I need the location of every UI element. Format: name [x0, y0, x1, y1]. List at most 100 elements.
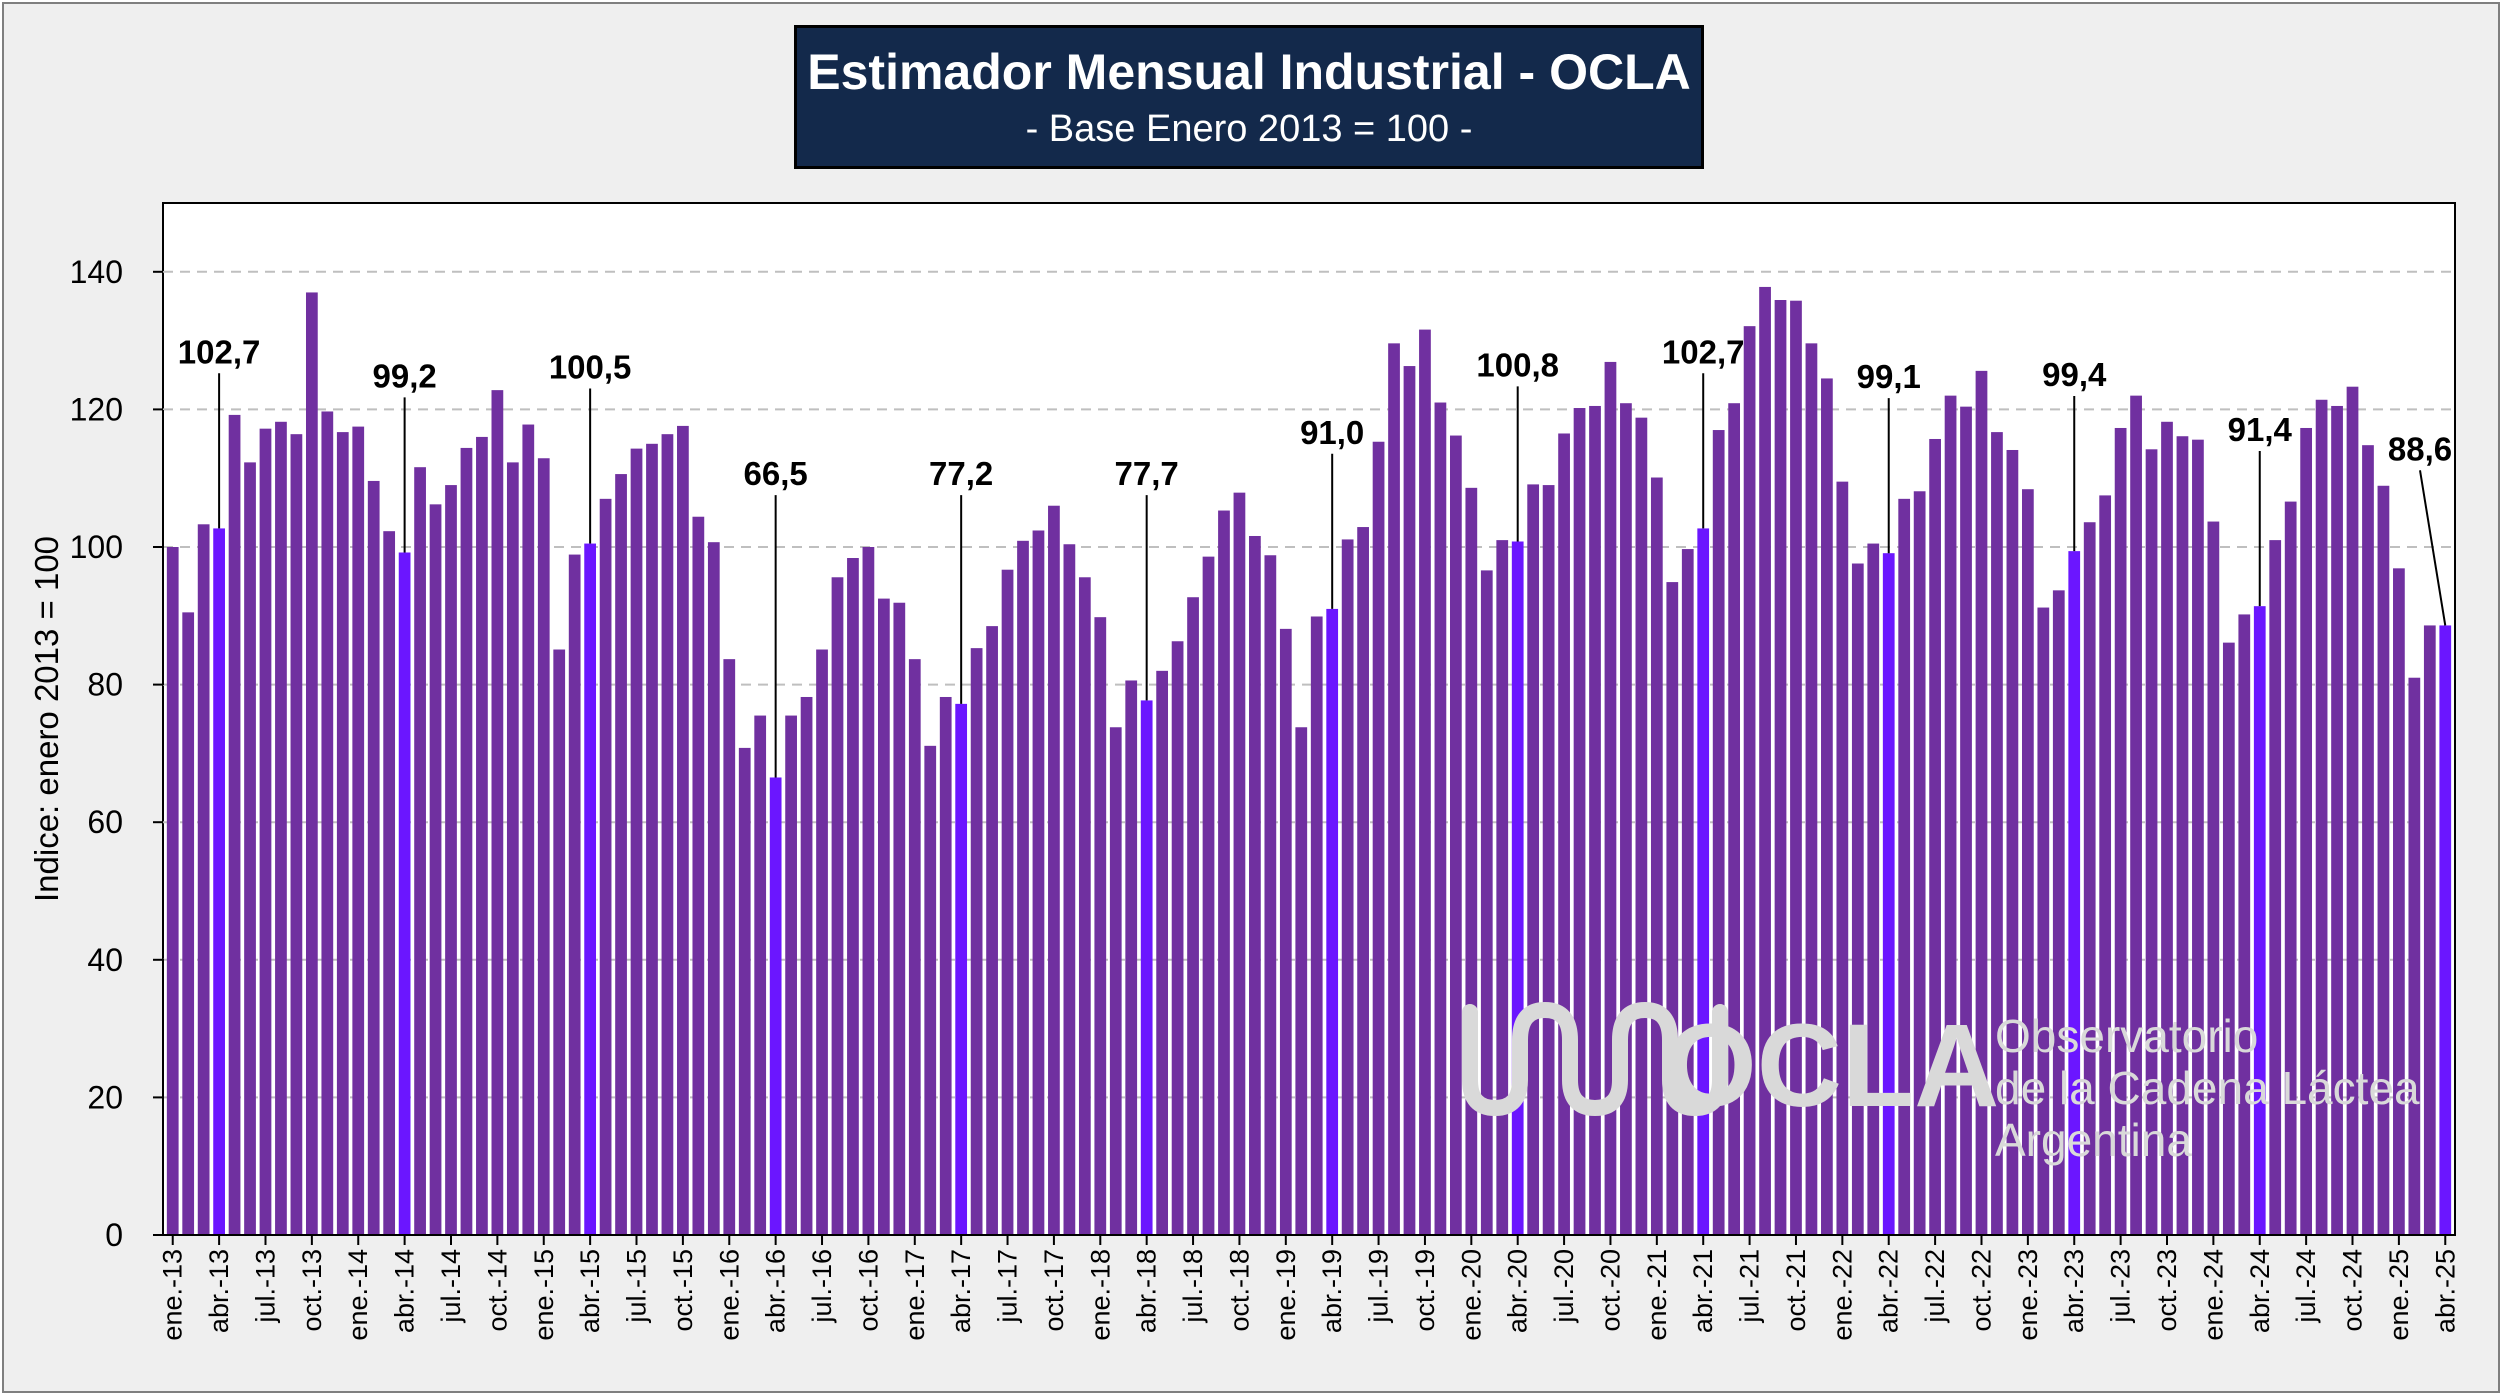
bar-may-16	[785, 715, 797, 1235]
bar-jul-14	[445, 485, 457, 1236]
x-tick-label: jul.-13	[250, 1249, 280, 1324]
bar-may-18	[1156, 670, 1169, 1235]
data-label: 91,4	[2228, 411, 2293, 448]
bar-abr-13	[213, 528, 225, 1235]
y-tick-label: 20	[87, 1079, 123, 1115]
bar-mar-16	[754, 715, 767, 1235]
data-labels: 102,7 99,2 100,5 66,5 77,2 77,7 91,0 100,8 102,7…	[178, 333, 2452, 778]
bar-mar-21	[1681, 549, 1694, 1235]
bar-mar-17	[939, 696, 952, 1235]
bar-feb-23	[2037, 607, 2050, 1235]
bar-feb-25	[2408, 677, 2421, 1235]
bar-may-14	[414, 467, 426, 1235]
y-tick-label: 80	[87, 667, 123, 703]
bar-ago-22	[1944, 395, 1957, 1235]
bar-may-15	[599, 498, 612, 1236]
bar-ago-19	[1388, 343, 1400, 1235]
bar-sep-18	[1218, 510, 1230, 1235]
x-tick-label: oct.-24	[2338, 1249, 2368, 1332]
x-tick-label: abr.-15	[575, 1249, 605, 1333]
bar-jul-24	[2300, 427, 2313, 1235]
bar-abr-17	[955, 703, 968, 1235]
x-tick-label: jul.-15	[622, 1249, 652, 1324]
x-tick-label: jul.-14	[436, 1249, 466, 1324]
x-tick-label: oct.-16	[853, 1249, 883, 1332]
data-label: 100,5	[549, 348, 632, 385]
x-tick-label: ene.-15	[529, 1249, 559, 1341]
bar-mar-13	[197, 524, 210, 1235]
bar-feb-18	[1109, 727, 1122, 1235]
x-axis-ticks: ene.-13 abr.-13 jul.-13 oct.-13 ene.-14 abr.-…	[158, 1235, 2460, 1341]
data-label: 102,7	[1662, 333, 1745, 370]
bar-nov-21	[1805, 343, 1818, 1235]
bar-dic-17	[1078, 577, 1091, 1235]
data-label-leader	[2419, 470, 2447, 626]
bar-nov-17	[1063, 544, 1076, 1235]
x-tick-label: jul.-19	[1364, 1249, 1394, 1324]
bar-oct-15	[677, 425, 689, 1235]
bar-abr-15	[584, 543, 597, 1235]
bar-nov-16	[877, 598, 890, 1235]
bar-ago-18	[1202, 556, 1215, 1235]
title-box: Estimador Mensual Industrial - OCLA - Ba…	[794, 25, 1704, 169]
bar-ene-23	[2021, 489, 2034, 1235]
x-tick-label: ene.-19	[1271, 1249, 1301, 1341]
bar-feb-17	[924, 745, 937, 1235]
bar-mar-23	[2052, 590, 2065, 1235]
bar-may-21	[1712, 430, 1725, 1235]
x-tick-label: abr.-17	[946, 1249, 976, 1333]
bar-abr-16	[769, 777, 782, 1235]
x-tick-label: jul.-17	[993, 1249, 1023, 1324]
bar-abr-14	[398, 552, 411, 1235]
bar-jun-19	[1357, 527, 1369, 1235]
x-tick-label: ene.-23	[2013, 1249, 2043, 1341]
x-tick-label: ene.-18	[1085, 1249, 1115, 1341]
bar-nov-22	[1991, 432, 2003, 1235]
bar-dic-24	[2377, 485, 2390, 1235]
bar-nov-15	[692, 516, 705, 1235]
y-tick-label: 0	[105, 1217, 123, 1253]
x-tick-label: ene.-20	[1456, 1249, 1486, 1341]
bar-ago-21	[1759, 286, 1771, 1235]
bar-jun-23	[2099, 495, 2112, 1235]
x-tick-label: oct.-18	[1224, 1249, 1254, 1332]
bar-dic-21	[1821, 378, 1833, 1235]
bar-oct-16	[862, 547, 875, 1235]
x-tick-label: jul.-20	[1549, 1249, 1579, 1324]
bar-sep-24	[2331, 405, 2343, 1236]
data-label: 88,6	[2388, 430, 2452, 467]
bar-ene-13	[166, 547, 179, 1235]
bar-sep-19	[1403, 366, 1416, 1235]
bar-oct-14	[491, 390, 504, 1235]
bar-dic-20	[1635, 417, 1648, 1235]
bar-ene-22	[1836, 481, 1849, 1235]
x-tick-label: ene.-24	[2198, 1249, 2228, 1341]
x-tick-label: oct.-22	[1966, 1249, 1996, 1332]
bar-dic-13	[336, 432, 349, 1235]
x-tick-label: abr.-20	[1503, 1249, 1533, 1333]
bar-jul-15	[630, 448, 643, 1236]
x-tick-label: abr.-18	[1132, 1249, 1162, 1333]
bar-jun-17	[986, 626, 998, 1235]
bar-ago-15	[646, 443, 658, 1235]
bar-dic-16	[893, 602, 906, 1235]
x-tick-label: ene.-21	[1642, 1249, 1672, 1341]
bar-oct-23	[2161, 421, 2173, 1235]
y-axis-ticks: 0 20 40 60 80 100 120 140	[70, 254, 163, 1253]
bar-ene-21	[1650, 477, 1663, 1236]
x-tick-label: ene.-16	[714, 1249, 744, 1341]
bar-ene-17	[908, 659, 921, 1235]
bar-jun-20	[1542, 485, 1555, 1236]
bar-ene-19	[1279, 628, 1292, 1235]
data-label: 77,2	[929, 455, 993, 492]
bar-sep-14	[476, 436, 488, 1235]
x-tick-label: abr.-21	[1688, 1249, 1718, 1333]
bar-oct-18	[1233, 492, 1246, 1235]
bar-jun-21	[1728, 403, 1741, 1235]
x-tick-label: abr.-22	[1874, 1249, 1904, 1333]
bar-dic-23	[2192, 439, 2204, 1235]
x-tick-label: jul.-24	[2291, 1249, 2321, 1324]
bar-ago-17	[1017, 540, 1029, 1235]
bar-sep-22	[1960, 406, 1972, 1235]
bar-ago-16	[831, 577, 844, 1235]
